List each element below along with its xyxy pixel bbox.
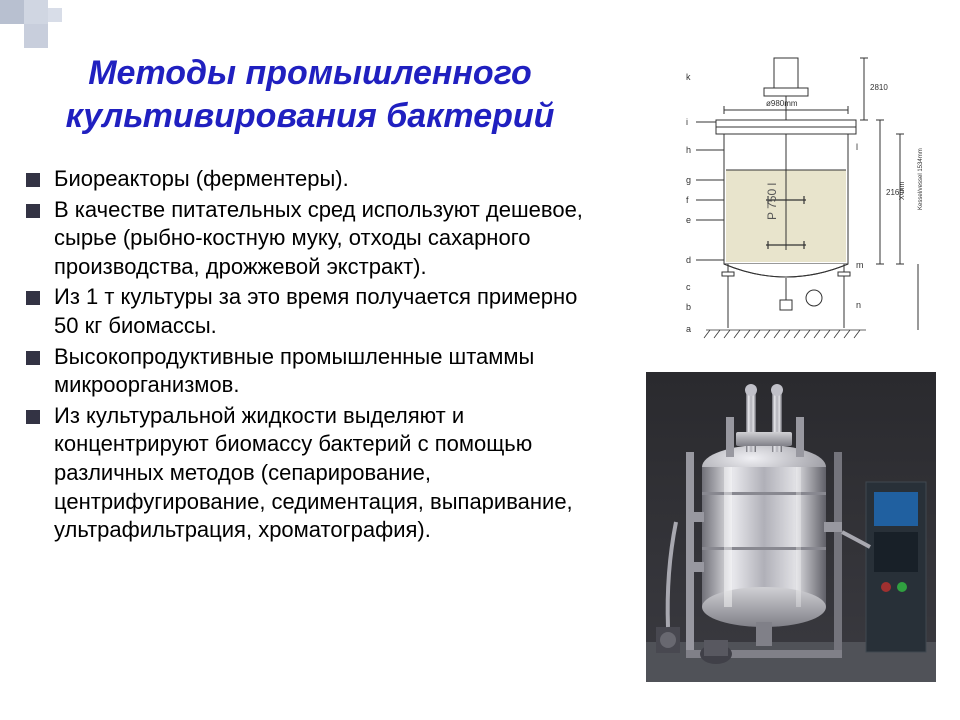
port-label: n (856, 300, 861, 310)
bullet-icon (26, 204, 40, 218)
port-label: h (686, 145, 691, 155)
port-label: e (686, 215, 691, 225)
bullet-icon (26, 351, 40, 365)
list-item: Из 1 т культуры за это время получается … (26, 283, 596, 340)
slide-title: Методы промышленного культивирования бак… (30, 52, 590, 137)
port-label: c (686, 282, 691, 292)
deco-square (48, 8, 62, 22)
deco-square (0, 0, 24, 24)
bullet-icon (26, 291, 40, 305)
bullet-text: Биореакторы (ферментеры). (54, 165, 349, 194)
list-item: Высокопродуктивные промышленные штаммы м… (26, 343, 596, 400)
list-item: Биореакторы (ферментеры). (26, 165, 596, 194)
bullet-icon (26, 410, 40, 424)
corner-decoration (0, 0, 70, 50)
deco-square (24, 0, 48, 24)
bullet-icon (26, 173, 40, 187)
port-label: b (686, 302, 691, 312)
port-label: l (856, 142, 858, 152)
bioreactor-photo (646, 372, 936, 682)
port-label: a (686, 324, 691, 334)
bullet-text: В качестве питательных сред используют д… (54, 196, 596, 282)
list-item: В качестве питательных сред используют д… (26, 196, 596, 282)
bioreactor-diagram: ø980mm 2810 2160 X mm Kessel/vessel 1534… (646, 50, 936, 350)
port-label: i (686, 117, 688, 127)
port-label: d (686, 255, 691, 265)
dim-side-label: Kessel/vessel 1534mm (918, 148, 924, 210)
dim-width-label: ø980mm (766, 99, 798, 108)
vessel-label: P 750 l (765, 183, 779, 220)
bullet-text: Из 1 т культуры за это время получается … (54, 283, 596, 340)
dim-top-label: 2810 (870, 83, 888, 92)
port-label: k (686, 72, 691, 82)
port-label: f (686, 195, 689, 205)
bullet-text: Из культуральной жидкости выделяют и кон… (54, 402, 596, 545)
bullet-list: Биореакторы (ферментеры). В качестве пит… (26, 165, 596, 547)
bullet-text: Высокопродуктивные промышленные штаммы м… (54, 343, 596, 400)
port-label: m (856, 260, 864, 270)
dim-x-label: X mm (899, 182, 906, 200)
list-item: Из культуральной жидкости выделяют и кон… (26, 402, 596, 545)
port-label: g (686, 175, 691, 185)
deco-square (24, 24, 48, 48)
